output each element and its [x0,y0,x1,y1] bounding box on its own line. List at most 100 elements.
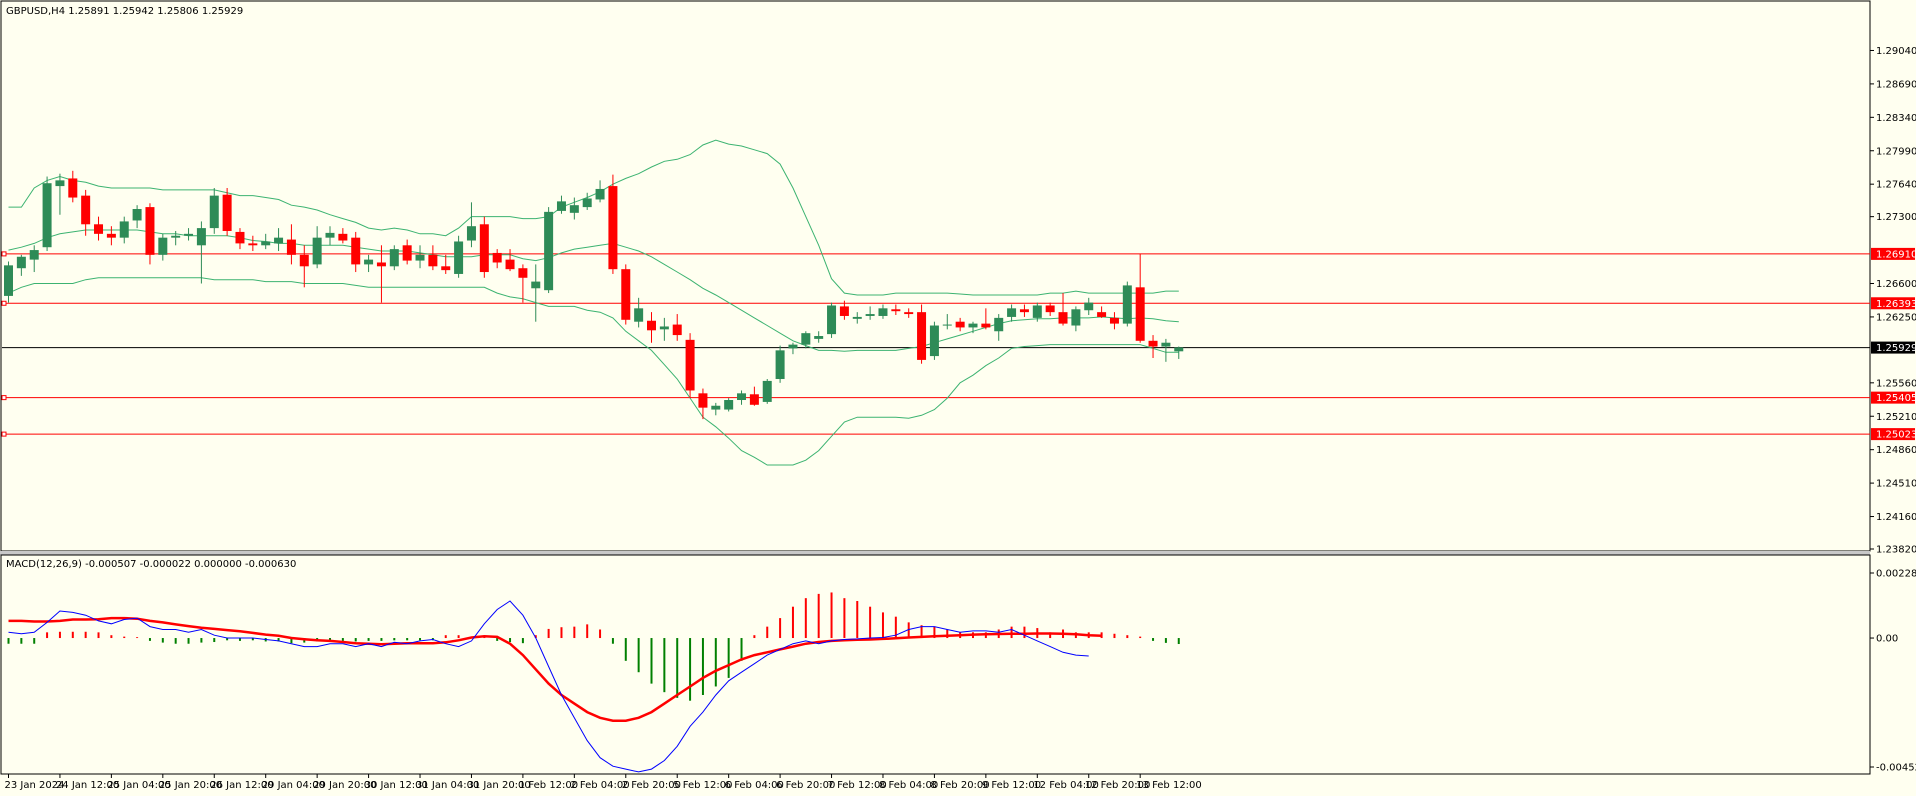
macd-y-tick-label: 0.00 [1876,634,1898,645]
candle-body [942,324,952,326]
price-y-tick-label: 1.25560 [1876,378,1916,389]
x-tick-label: 6 Feb 20:00 [776,780,835,791]
candle-body [672,324,682,336]
candle-body [325,232,335,238]
macd-y-tick-label: -0.004527 [1876,763,1916,774]
price-y-tick-label: 1.27990 [1876,146,1916,157]
candle-body [196,228,206,246]
x-tick-label: 2 Feb 20:00 [622,780,681,791]
candle-body [852,316,862,319]
candle-body [1135,287,1145,341]
level-price-tag [1871,247,1915,260]
x-tick-label: 29 Jan 04:00 [262,780,325,791]
candle-body [1071,309,1081,326]
price-y-tick-label: 1.24860 [1876,445,1916,456]
candle-body [929,325,939,357]
candle-body [839,306,849,316]
level-anchor-marker [1,395,7,401]
macd-plot [7,592,1180,773]
level-price-tag [1871,391,1915,404]
x-tick-label: 6 Feb 04:00 [725,780,784,791]
candle-body [248,243,258,246]
x-tick-label: 7 Feb 12:00 [828,780,887,791]
candle-body [1032,305,1042,318]
candle-body [1109,317,1119,324]
candle-body [42,183,52,248]
candle-body [389,249,399,267]
candle-body [428,254,438,267]
x-tick-label: 26 Jan 12:00 [210,780,273,791]
candle-body [1161,342,1171,347]
level-price-tag-label: 1.25023 [1876,430,1916,441]
price-plot [1,139,1870,466]
macd-signal-line [8,616,1102,722]
level-price-tag [1871,428,1915,441]
candle-body [865,314,875,316]
x-tick-label: 30 Jan 12:00 [365,780,428,791]
candle-body [608,186,618,270]
candle-body [569,205,579,213]
x-tick-label: 25 Jan 04:00 [107,780,170,791]
candle-body [737,393,747,401]
level-price-tag [1871,297,1915,310]
candle-body [505,259,515,270]
candle-body [184,233,194,236]
candle-body [595,188,605,200]
candle-body [55,180,65,187]
candle-body [16,256,26,269]
candle-body [814,336,824,339]
candle-body [1019,309,1029,313]
candle-body [106,233,116,238]
candle-body [274,237,284,244]
macd-panel-frame [0,554,1871,775]
candle-body [917,312,927,360]
macd-header: MACD(12,26,9) -0.000507 -0.000022 0.0000… [6,559,296,570]
candle-body [1174,347,1184,352]
candle-body [492,252,502,263]
candle-body [968,323,978,328]
candle-body [621,269,631,320]
price-y-tick-label: 1.26250 [1876,312,1916,323]
candle-body [312,237,322,265]
x-tick-label: 5 Feb 12:00 [673,780,732,791]
candle-body [286,239,296,255]
candle-body [749,394,759,405]
candle-body [454,241,464,274]
candle-body [402,245,412,261]
x-tick-label: 31 Jan 04:00 [416,780,479,791]
candle-body [466,226,476,241]
candle-body [1007,308,1017,317]
candle-body [955,321,965,328]
candle-body [364,259,374,265]
candle-body [209,195,219,229]
candle-body [29,250,39,260]
x-tick-label: 23 Jan 2024 [5,780,65,791]
price-y-tick-label: 1.27640 [1876,180,1916,191]
level-price-tag-label: 1.26910 [1876,249,1916,260]
candle-body [724,400,734,410]
x-tick-label: 1 Feb 12:00 [519,780,578,791]
candle-body [94,224,104,234]
price-y-tick-label: 1.29040 [1876,46,1916,57]
candle-body [376,262,386,267]
candle-body [441,266,451,271]
candle-body [222,194,232,231]
candle-body [158,237,168,255]
price-y-tick-label: 1.24160 [1876,512,1916,523]
candle-body [68,178,78,198]
candle-body [171,235,181,238]
current-price-tag [1871,341,1915,354]
candle-body [556,201,566,211]
bollinger-upper-line [8,139,1179,296]
candle-body [1058,312,1068,324]
candle-body [878,308,888,316]
price-y-tick-label: 1.23820 [1876,545,1916,556]
bollinger-lower-line [8,277,1179,466]
price-y-tick-label: 1.28690 [1876,79,1916,90]
candle-body [351,237,361,265]
macd-main-line [8,600,1089,773]
x-tick-label: 8 Feb 20:00 [930,780,989,791]
x-tick-label: 12 Feb 04:00 [1033,780,1099,791]
x-tick-label: 25 Jan 20:00 [159,780,222,791]
